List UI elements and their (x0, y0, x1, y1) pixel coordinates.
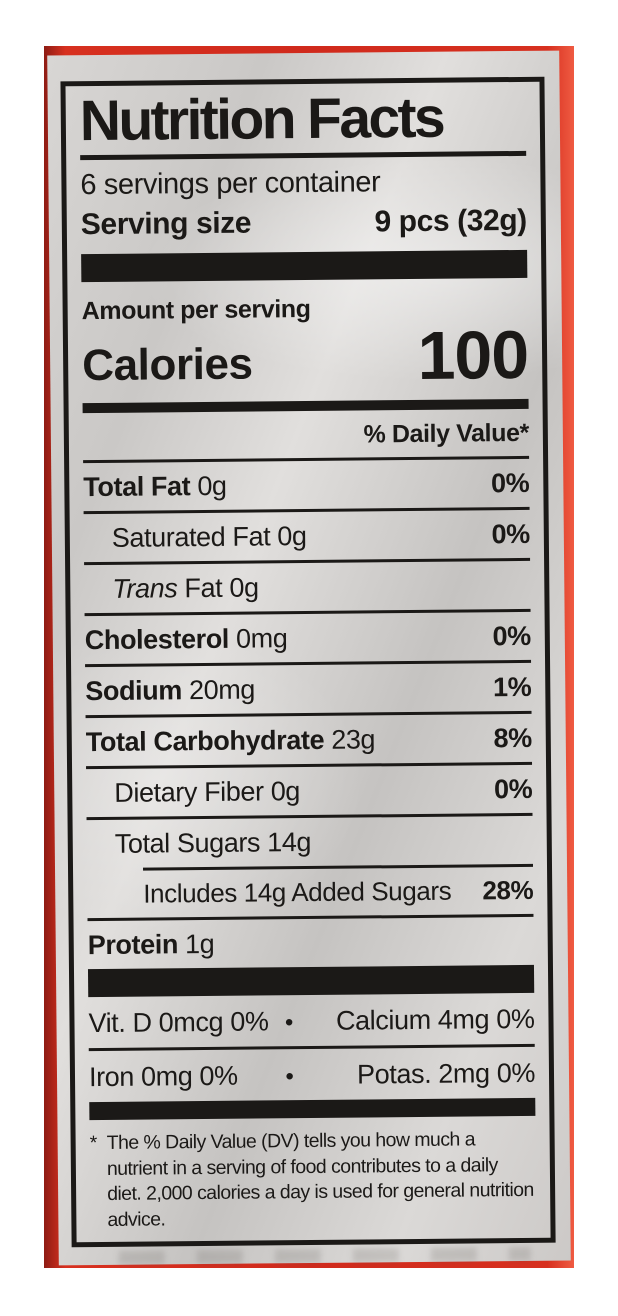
nutrient-amount: 20mg (188, 674, 256, 705)
nutrient-amount: 0g (197, 470, 227, 501)
micronutrient-row-2: Iron 0mg 0% • Potas. 2mg 0% (89, 1047, 535, 1102)
nutrient-row-total-sugars: Total Sugars 14g (87, 816, 533, 868)
nutrient-dv: 28% (482, 874, 534, 906)
micro-left-value: Iron 0mg 0% (88, 1060, 238, 1093)
nutrient-name: Total Fat (83, 470, 191, 502)
nutrient-dv: 0% (490, 467, 530, 498)
panel-title: Nutrition Facts (79, 81, 527, 161)
nutrient-dv: 1% (492, 671, 532, 703)
nutrient-dv: 0% (493, 773, 533, 805)
nutrient-row-protein: Protein 1g (87, 913, 534, 970)
nutrient-row-total-carbohydrate: Total Carbohydrate 23g 8% (85, 713, 533, 770)
nutrient-row-saturated-fat: Saturated Fat 0g 0% (83, 509, 531, 565)
nutrient-amount: 23g (331, 724, 376, 755)
calories-row: Calories 100 (81, 316, 529, 401)
bullet-separator-icon: • (284, 1009, 294, 1037)
nutrient-row-dietary-fiber: Dietary Fiber 0g 0% (86, 764, 533, 821)
faded-ingredients-print (118, 1246, 531, 1265)
micro-left-value: Vit. D 0mcg 0% (88, 1006, 269, 1039)
nutrient-name: Sodium (85, 675, 183, 706)
nutrient-row-sodium: Sodium 20mg 1% (85, 662, 532, 718)
serving-size-label: Serving size (80, 206, 252, 242)
footnote-asterisk: * (89, 1131, 97, 1155)
nutrient-name: Total Carbohydrate (85, 724, 325, 757)
nutrient-row-cholesterol: Cholesterol 0mg 0% (84, 611, 532, 667)
nutrition-facts-panel: Nutrition Facts 6 servings per container… (60, 76, 556, 1248)
daily-value-footnote: * The % Daily Value (DV) tells you how m… (89, 1116, 536, 1234)
red-package-background: Nutrition Facts 6 servings per container… (44, 46, 574, 1268)
micro-right-value: Calcium 4mg 0% (335, 1003, 535, 1036)
nutrient-amount: 0g (229, 572, 259, 603)
nutrient-name-italic: Trans (112, 572, 178, 604)
nutrient-amount: 0g (277, 520, 307, 551)
added-sugars-inner-row: Includes 14g Added Sugars 28% (143, 867, 533, 918)
calories-label: Calories (81, 339, 253, 391)
nutrient-amount: 1g (184, 928, 215, 960)
nutrient-dv: 0% (492, 620, 531, 651)
nutrition-label: Nutrition Facts 6 servings per container… (47, 50, 571, 1266)
thick-divider-bar (87, 964, 535, 998)
nutrient-name: Dietary Fiber (114, 776, 264, 808)
nutrient-amount: 0mg (235, 622, 288, 654)
nutrient-name: Cholesterol (84, 623, 230, 655)
bullet-separator-icon: • (285, 1063, 294, 1091)
nutrient-amount: 14g (267, 826, 312, 858)
nutrient-name: Saturated Fat (111, 521, 271, 553)
nutrient-name: Includes 14g Added Sugars (143, 875, 452, 909)
thick-divider-bar (81, 249, 528, 283)
nutrient-name: Fat (184, 572, 223, 603)
nutrient-row-trans-fat: Trans Fat 0g (84, 560, 531, 616)
nutrient-dv: 8% (493, 722, 532, 754)
nutrient-name: Total Sugars (114, 827, 261, 859)
serving-size-value: 9 pcs (32g) (374, 203, 527, 239)
nutrient-dv: 0% (491, 518, 530, 549)
footnote-text: The % Daily Value (DV) tells you how muc… (106, 1128, 534, 1232)
nutrient-row-added-sugars: Includes 14g Added Sugars 28% (143, 863, 534, 918)
daily-value-header: % Daily Value* (82, 408, 530, 463)
calories-value: 100 (417, 316, 529, 394)
servings-per-container: 6 servings per container (80, 166, 381, 202)
nutrient-name: Protein (87, 929, 179, 960)
nutrient-row-total-fat: Total Fat 0g 0% (83, 458, 530, 514)
micro-right-value: Potas. 2mg 0% (356, 1057, 536, 1090)
micronutrient-row-1: Vit. D 0mcg 0% • Calcium 4mg 0% (88, 992, 535, 1052)
serving-size-row: Serving size 9 pcs (32g) (81, 199, 527, 254)
nutrient-amount: 0g (270, 775, 301, 807)
